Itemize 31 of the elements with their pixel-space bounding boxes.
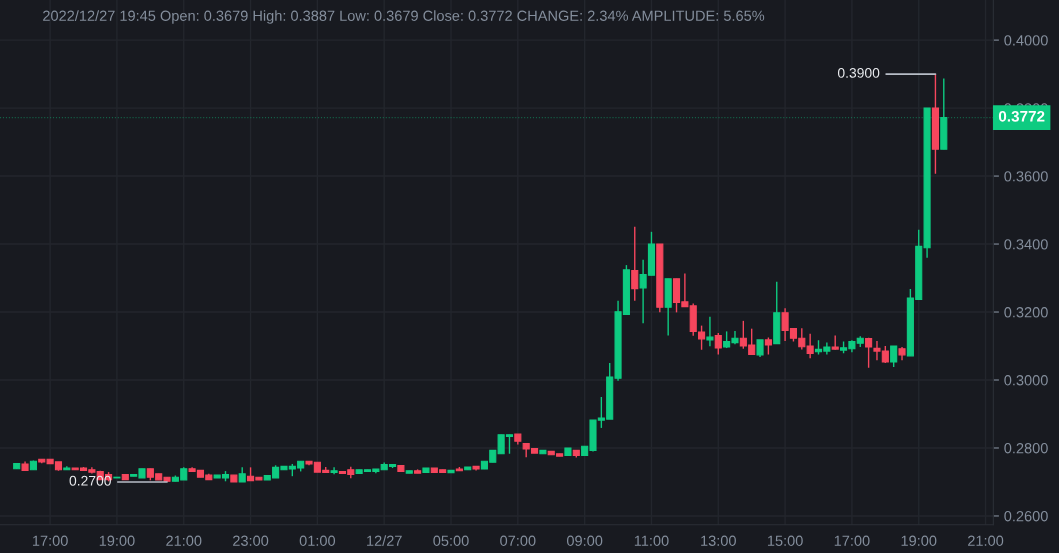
y-tick-label: 0.3200 <box>1004 307 1048 318</box>
x-tick-label: 17:00 <box>32 535 68 546</box>
annotation: 0.2700 <box>69 475 111 486</box>
annotation: 2022/12/27 19:45 Open: 0.3679 High: 0.3887 Low: 0.3679 Close: 0.3772 CHANGE: 2.34% AMPLITUDE: 5.65% <box>43 10 765 24</box>
candlestick <box>706 316 714 348</box>
y-tick-label: 0.3000 <box>1004 375 1048 386</box>
x-tick-label: 19:00 <box>901 535 937 546</box>
y-tick-label: 0.3400 <box>1004 239 1048 250</box>
x-tick-label: 12/27 <box>367 535 402 546</box>
x-tick-label: 01:00 <box>299 535 336 546</box>
x-tick-label: 17:00 <box>834 535 870 546</box>
ref-line-label: 0.3772 <box>998 110 1045 122</box>
y-tick-label: 0.3600 <box>1004 171 1048 182</box>
candlestick <box>631 226 639 302</box>
candlestick <box>714 332 722 356</box>
candlestick <box>865 337 873 369</box>
x-tick-label: 09:00 <box>566 535 603 546</box>
x-tick-label: 07:00 <box>500 535 536 546</box>
x-tick-label: 15:00 <box>767 535 803 546</box>
y-tick-label: 0.4000 <box>1004 35 1048 46</box>
x-tick-label: 13:00 <box>701 535 736 546</box>
x-tick-label: 11:00 <box>634 535 669 546</box>
x-tick-label: 21:00 <box>166 535 202 546</box>
candlestick <box>890 345 898 368</box>
x-tick-label: 05:00 <box>433 535 469 546</box>
y-tick-label: 0.2800 <box>1004 443 1048 454</box>
x-tick-label: 23:00 <box>233 535 269 546</box>
x-tick-label: 19:00 <box>99 535 135 546</box>
x-tick-label: 21:00 <box>968 535 1004 546</box>
y-tick-label: 0.2600 <box>1004 511 1048 522</box>
annotation: 0.3900 <box>837 67 880 78</box>
